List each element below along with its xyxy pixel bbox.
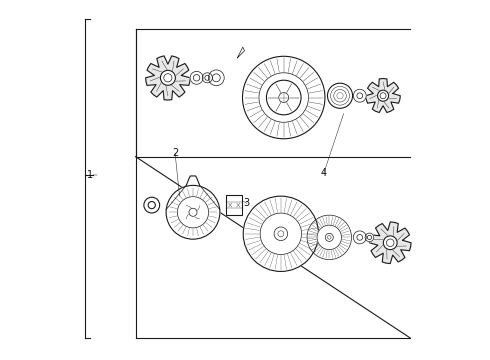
- Circle shape: [377, 90, 389, 101]
- Text: 1: 1: [87, 170, 93, 180]
- Circle shape: [166, 185, 220, 239]
- Circle shape: [208, 70, 224, 86]
- Circle shape: [160, 70, 175, 85]
- Circle shape: [259, 73, 309, 122]
- Circle shape: [202, 73, 212, 83]
- Circle shape: [189, 208, 197, 216]
- Polygon shape: [366, 78, 400, 113]
- Circle shape: [144, 197, 160, 213]
- Circle shape: [279, 93, 289, 103]
- Circle shape: [274, 227, 288, 240]
- Circle shape: [260, 213, 301, 255]
- Polygon shape: [146, 56, 190, 100]
- Circle shape: [353, 89, 366, 102]
- Circle shape: [243, 56, 325, 139]
- Text: 2: 2: [172, 148, 178, 158]
- Circle shape: [177, 197, 209, 228]
- Circle shape: [383, 236, 397, 250]
- Circle shape: [317, 225, 342, 249]
- Polygon shape: [369, 222, 411, 264]
- Circle shape: [327, 83, 353, 108]
- Circle shape: [243, 196, 318, 271]
- FancyBboxPatch shape: [226, 195, 243, 215]
- Circle shape: [325, 233, 333, 241]
- Text: 4: 4: [321, 168, 327, 178]
- Circle shape: [353, 231, 366, 244]
- Bar: [226, 195, 243, 215]
- Circle shape: [307, 215, 351, 260]
- Circle shape: [190, 71, 203, 84]
- Circle shape: [365, 233, 374, 242]
- Circle shape: [267, 80, 301, 115]
- Text: 3: 3: [244, 198, 250, 208]
